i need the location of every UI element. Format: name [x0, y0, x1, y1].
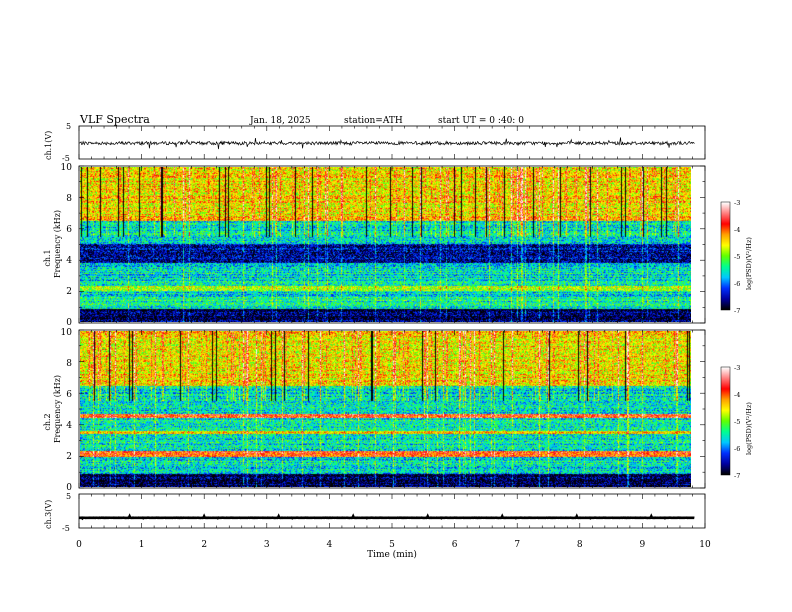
x-tick-label: 6: [452, 540, 458, 550]
ch2-spectrogram-image: [80, 331, 691, 487]
date-label: Jan. 18, 2025: [249, 116, 311, 126]
ch2-ytick-10: 10: [61, 328, 73, 338]
x-tick-label: 10: [699, 540, 711, 550]
ch1-ytick-4: 4: [66, 256, 72, 266]
ch2-spectrogram-yticks: 0 2 4 6 8 10: [61, 328, 73, 493]
ch1-ytick-bottom: -5: [62, 154, 70, 163]
ch1-ytick-2: 2: [66, 287, 72, 297]
cb1-tick-m5: -5: [734, 253, 740, 261]
ch2-ytick-2: 2: [66, 452, 72, 462]
ch2-ytick-8: 8: [66, 359, 72, 369]
cb1-tick-m4: -4: [734, 226, 740, 234]
ch1-spectrogram-panel: 0 2 4 6 8 10 ch.1 Frequency (kHz): [43, 163, 706, 328]
x-tick-label: 5: [389, 540, 395, 550]
ch2-ylabel-top: ch.2: [43, 413, 52, 430]
ch2-ytick-6: 6: [66, 390, 72, 400]
start-ut-label: start UT = 0 :40: 0: [438, 116, 524, 126]
time-axis: 0 1 2 3 4 5 6 7 8 9 10: [76, 126, 711, 550]
cb2-tick-m3: -3: [734, 364, 740, 372]
wave3-path: [78, 513, 695, 521]
cb1-tick-m3: -3: [734, 199, 740, 207]
ch3-ytick-bottom: -5: [62, 524, 70, 533]
x-tick-label: 0: [76, 540, 82, 550]
cb1-tick-m7: -7: [734, 307, 740, 315]
ch2-ytick-4: 4: [66, 421, 72, 431]
ch1-colorbar: -3 -4 -5 -6 -7 log(PSD)(V²/Hz): [720, 199, 753, 315]
cb2-tick-m5: -5: [734, 418, 740, 426]
x-tick-label: 1: [139, 540, 145, 550]
x-tick-label: 3: [264, 540, 270, 550]
ch3-waveform-panel: 5 -5 ch.3(V): [44, 492, 706, 533]
cb2-tick-m7: -7: [734, 472, 740, 480]
ch1-ytick-0: 0: [66, 318, 72, 328]
ch2-colorbar-gradient: [721, 367, 730, 475]
cb1-label: log(PSD)(V²/Hz): [745, 237, 753, 290]
ch3-waveform-line: [78, 513, 695, 521]
x-tick-label: 7: [514, 540, 520, 550]
ch1-spectrogram-yticks: 0 2 4 6 8 10: [61, 163, 73, 328]
x-tick-label: 8: [577, 540, 583, 550]
wave1-path: [78, 137, 695, 150]
station-label: station=ATH: [344, 116, 403, 126]
ch1-ytick-6: 6: [66, 225, 72, 235]
ch1-ylabel: ch.1(V): [44, 131, 53, 160]
ch1-waveform-line: [78, 137, 695, 150]
ch1-ytick-8: 8: [66, 194, 72, 204]
x-tick-label: 9: [640, 540, 646, 550]
ch1-ylabel-freq: Frequency (kHz): [53, 210, 62, 278]
cb2-tick-m6: -6: [734, 445, 740, 453]
ch2-ytick-0: 0: [66, 483, 72, 493]
figure-title: VLF Spectra: [79, 113, 150, 126]
ch2-spectrogram-panel: 0 2 4 6 8 10 ch.2 Frequency (kHz): [43, 328, 706, 493]
ch1-spectrogram-image: [80, 167, 691, 322]
time-axis-label: Time (min): [367, 549, 417, 560]
ch1-waveform-panel: 5 -5 ch.1(V): [44, 122, 706, 163]
ch2-ylabel-freq: Frequency (kHz): [53, 375, 62, 443]
ch1-ylabel-top: ch.1: [43, 249, 52, 266]
ch1-colorbar-gradient: [721, 202, 730, 310]
ch3-ylabel: ch.3(V): [44, 500, 53, 529]
x-tick-label: 4: [327, 540, 333, 550]
ch3-ytick-top: 5: [66, 492, 71, 501]
x-tick-label: 2: [201, 540, 207, 550]
ch1-ytick-10: 10: [61, 163, 73, 173]
cb2-tick-m4: -4: [734, 391, 740, 399]
cb1-tick-m6: -6: [734, 280, 740, 288]
ch1-ytick-top: 5: [66, 122, 71, 131]
ch2-colorbar: -3 -4 -5 -6 -7 log(PSD)(V²/Hz): [720, 364, 753, 480]
cb2-label: log(PSD)(V²/Hz): [745, 402, 753, 455]
